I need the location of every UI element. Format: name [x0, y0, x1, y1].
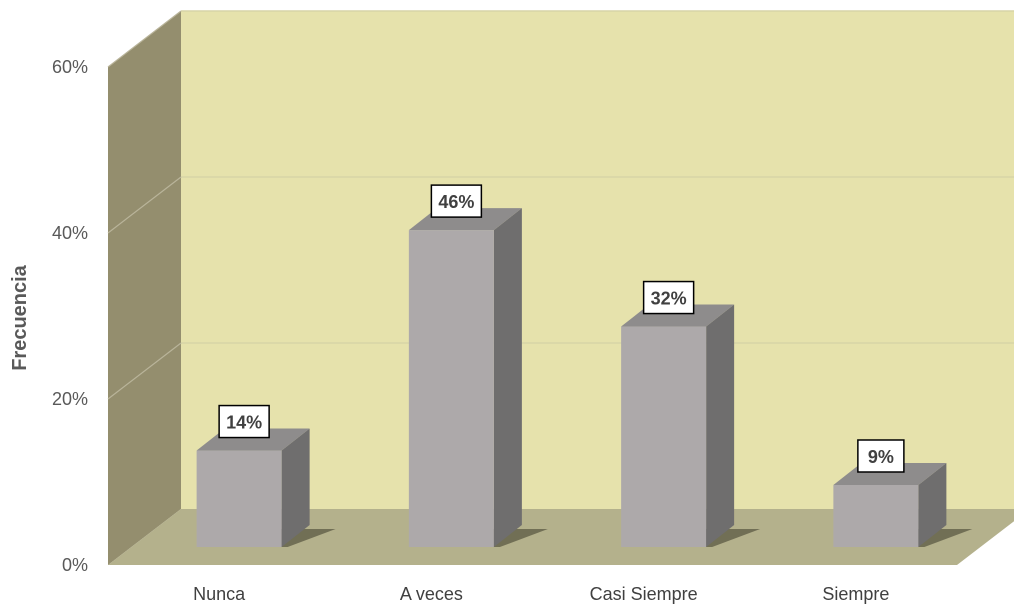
- bar-side: [493, 208, 522, 547]
- bar: [408, 230, 494, 547]
- x-category-label: Nunca: [193, 584, 246, 604]
- x-category-label: Casi Siempre: [590, 584, 698, 604]
- floor: [108, 509, 1014, 565]
- y-tick-label: 60%: [52, 57, 88, 77]
- gridline-side: [107, 10, 182, 68]
- bar-side: [706, 304, 735, 547]
- gridline-side: [107, 176, 182, 234]
- bar: [621, 326, 707, 547]
- bar-side: [281, 428, 310, 547]
- bar: [196, 450, 282, 547]
- y-axis-ticks: 0% 20% 40% 60%: [52, 57, 88, 575]
- data-label: 46%: [438, 192, 474, 212]
- gridline-side: [107, 342, 182, 400]
- data-label: 9%: [868, 447, 894, 467]
- data-label: 32%: [651, 289, 687, 309]
- bar: [833, 484, 919, 547]
- side-wall: [108, 11, 181, 565]
- x-category-label: A veces: [400, 584, 463, 604]
- data-label-box: [430, 184, 483, 218]
- y-tick-label: 0%: [62, 555, 88, 575]
- x-axis-categories: Nunca A veces Casi Siempre Siempre: [193, 584, 889, 604]
- y-tick-label: 40%: [52, 223, 88, 243]
- data-labels: 14% 46% 32% 9%: [218, 184, 905, 473]
- back-wall: [181, 11, 1014, 509]
- bar-side: [918, 462, 947, 547]
- chart-walls: [108, 11, 1014, 565]
- data-label-box: [857, 439, 905, 473]
- data-label-box: [642, 280, 695, 315]
- data-label: 14%: [226, 413, 262, 433]
- y-axis-title: Frecuencia: [9, 264, 31, 370]
- gridlines: [107, 10, 1014, 400]
- x-category-label: Siempre: [822, 584, 889, 604]
- bars: [196, 208, 973, 547]
- data-label-box: [218, 404, 270, 439]
- y-tick-label: 20%: [52, 389, 88, 409]
